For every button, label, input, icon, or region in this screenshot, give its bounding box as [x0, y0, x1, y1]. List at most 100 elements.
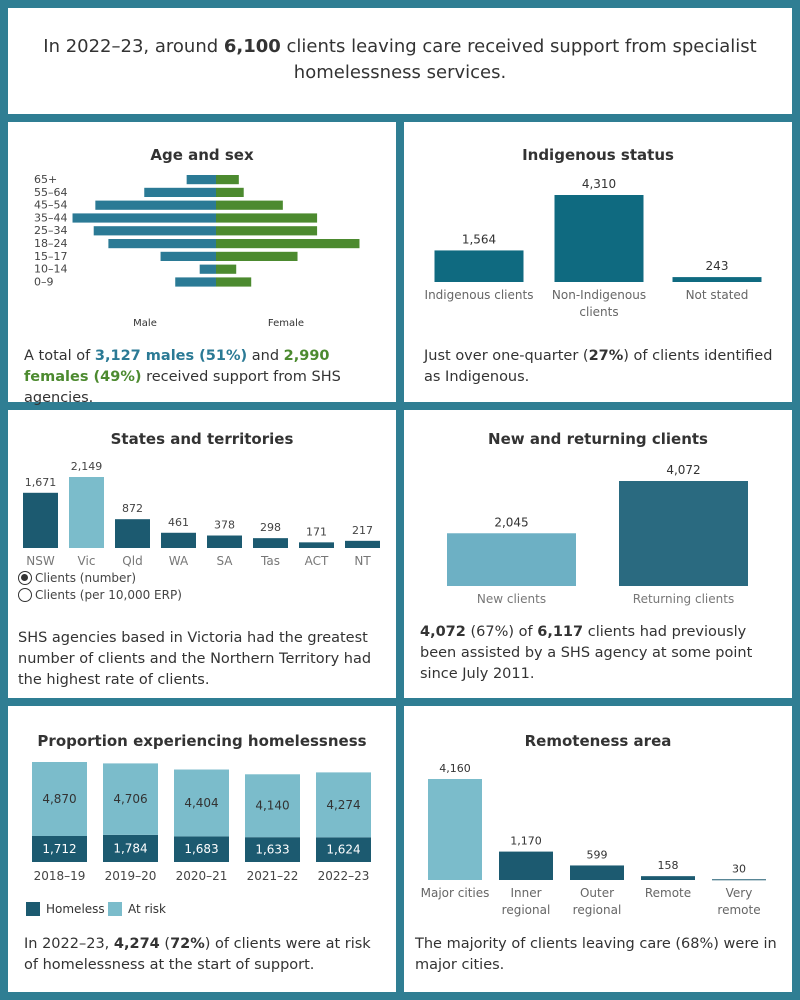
value-label-sa: 378 [214, 519, 235, 532]
radio-clients-number-label: Clients (number) [35, 571, 137, 585]
category-label-returning-clients: Returning clients [633, 592, 734, 606]
homelessness-title[interactable]: Proportion experiencing homelessness [37, 732, 367, 750]
states-panel: States and territories 1,671 NSW 2,149 Vic 8… [8, 410, 396, 698]
value-label-wa: 461 [168, 516, 189, 529]
bar-nsw [23, 492, 58, 548]
bar-outer-regional [570, 865, 624, 880]
category-label-vic: Vic [78, 554, 96, 568]
category-label-inner-regional-line2: regional [502, 903, 551, 917]
category-label-wa: WA [169, 554, 189, 568]
legend-homeless-swatch [26, 902, 40, 916]
age-label-10-14: 10–14 [34, 263, 68, 276]
category-label-2022-23: 2022–23 [318, 869, 370, 883]
age-sex-title[interactable]: Age and sex [150, 146, 254, 164]
value-label-qld: 872 [122, 502, 143, 515]
radio-clients-number[interactable]: Clients (number) [18, 571, 136, 585]
value-label-returning-clients: 4,072 [666, 463, 700, 477]
bar-male-18-24 [108, 239, 216, 249]
axis-label-male: Male [133, 318, 157, 329]
category-label-non-indigenous-line2: clients [579, 305, 618, 319]
homelessness-panel: Proportion experiencing homelessness 1,7… [8, 706, 396, 992]
homelessness-chart[interactable]: 1,712 4,870 2018–19 1,784 4,706 2019–20 1,683 4… [8, 706, 396, 886]
bar-female-25-34 [216, 226, 318, 236]
value-label-vic: 2,149 [71, 460, 103, 473]
bar-homeless-2019-20 [103, 834, 158, 862]
remoteness-panel: Remoteness area 4,160 Major cities 1,170 In… [404, 706, 792, 992]
bar-non-indigenous-clients [554, 195, 644, 282]
category-label-non-indigenous-line1: Non-Indigenous [552, 288, 646, 302]
category-label-very-remote-line2: remote [717, 903, 760, 917]
age-sex-chart[interactable]: 65+55–6445–5435–4425–3418–2415–1710–140–… [8, 122, 396, 337]
bar-tas [253, 538, 288, 548]
value-label-homeless-2019-20: 1,784 [113, 841, 147, 855]
remoteness-title[interactable]: Remoteness area [524, 732, 672, 750]
remoteness-chart[interactable]: 4,160 Major cities 1,170 Inner regional 599 Ou… [404, 706, 792, 926]
states-chart[interactable]: 1,671 NSW 2,149 Vic 872 Qld 461 WA 378 SA 298 Tas 17… [8, 410, 396, 575]
radio-clients-rate[interactable]: Clients (per 10,000 ERP) [18, 588, 182, 602]
value-label-outer-regional: 599 [587, 848, 608, 861]
category-label-act: ACT [305, 554, 329, 568]
value-label-at-risk-2019-20: 4,706 [113, 792, 147, 806]
states-title[interactable]: States and territories [110, 430, 294, 448]
age-label-45-54: 45–54 [34, 199, 68, 212]
legend-at-risk-label: At risk [128, 902, 166, 916]
legend-at-risk[interactable]: At risk [108, 902, 166, 916]
bar-nt [345, 540, 380, 548]
states-description: SHS agencies based in Victoria had the g… [18, 630, 372, 688]
new-returning-desc-mid1: (67%) of [465, 624, 538, 640]
age-label-65: 65+ [34, 173, 57, 186]
category-label-nt: NT [354, 554, 371, 568]
age-sex-panel: Age and sex 65+ 55–64 45–54 35–44 25–34 18–24… [8, 122, 396, 406]
bar-at-risk-2022-23 [316, 772, 371, 838]
radio-clients-rate-label: Clients (per 10,000 ERP) [35, 588, 182, 602]
bar-male-25-34 [93, 226, 216, 236]
bar-male-10-14 [199, 264, 216, 274]
legend-at-risk-swatch [108, 902, 122, 916]
age-label-18-24: 18–24 [34, 237, 68, 250]
new-returning-desc-bold1: 4,072 [420, 624, 466, 640]
bar-vic [69, 477, 104, 548]
bar-male-45-54 [95, 200, 216, 210]
bar-major-cities [428, 779, 482, 880]
bar-male-0-9 [175, 277, 216, 287]
bar-male-15-17 [160, 251, 216, 261]
category-label-very-remote-line1: Very [726, 886, 753, 900]
radio-unselected-icon [18, 588, 32, 602]
legend-homeless[interactable]: Homeless [26, 902, 105, 916]
indigenous-desc-bold: 27% [588, 348, 624, 364]
category-label-inner-regional-line1: Inner [510, 886, 541, 900]
value-label-tas: 298 [260, 521, 281, 534]
header-text-bold: 6,100 [223, 36, 281, 57]
bar-female-0-9 [216, 277, 252, 287]
age-sex-desc-and: and [247, 348, 284, 364]
bar-indigenous-clients [434, 250, 524, 282]
bar-homeless-2021-22 [245, 837, 300, 862]
bar-female-10-14 [216, 264, 237, 274]
age-label-15-17: 15–17 [34, 250, 68, 263]
age-sex-desc-suffix: received support from SHS agencies. [24, 369, 341, 406]
age-sex-description: A total of 3,127 males (51%) and 2,990 f… [24, 346, 384, 409]
homelessness-desc-bold: 4,274 [113, 936, 160, 952]
bar-sa [207, 535, 242, 548]
indigenous-title[interactable]: Indigenous status [522, 146, 674, 164]
indigenous-chart[interactable]: 1,564 4,310 243 Indigenous clients Non-Indig… [404, 122, 792, 337]
homelessness-desc-mid: ( [159, 936, 171, 952]
category-label-new-clients: New clients [477, 592, 546, 606]
bar-at-risk-2018-19 [32, 762, 87, 836]
age-sex-desc-females: 2,990 females (49%) [24, 348, 330, 385]
remoteness-description: The majority of clients leaving care (68… [415, 936, 777, 973]
indigenous-description: Just over one-quarter (27%) of clients i… [424, 346, 774, 388]
age-label-25-34: 25–34 [34, 224, 68, 237]
axis-label-female: Female [268, 318, 304, 329]
value-label-homeless-2022-23: 1,624 [326, 843, 360, 857]
new-returning-chart[interactable]: 2,045 New clients 4,072 Returning clients [404, 410, 792, 615]
bar-act [299, 542, 334, 548]
bar-returning-clients [619, 481, 748, 586]
header-text-before: In 2022–23, around [43, 36, 224, 57]
value-label-homeless-2021-22: 1,633 [255, 843, 289, 857]
bar-female-18-24 [216, 239, 360, 249]
category-label-outer-regional-line2: regional [573, 903, 622, 917]
value-label-act: 171 [306, 525, 327, 538]
value-label-inner-regional: 1,170 [510, 835, 542, 848]
new-returning-title[interactable]: New and returning clients [488, 430, 708, 448]
